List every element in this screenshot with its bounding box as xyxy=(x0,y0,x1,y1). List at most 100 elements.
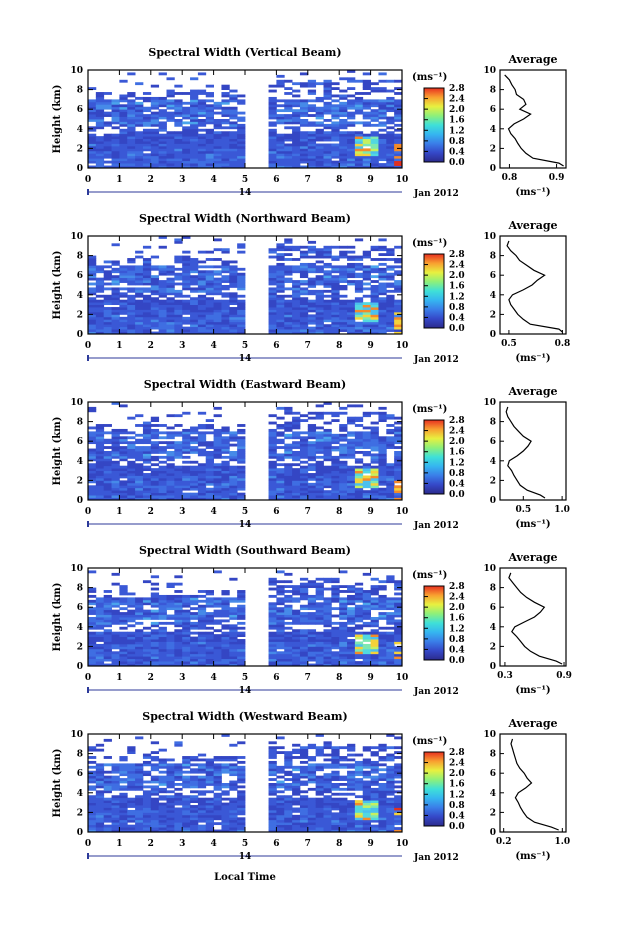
heatmap-cell xyxy=(354,280,364,283)
heatmap-cell xyxy=(174,145,183,149)
heatmap-cell xyxy=(103,455,112,459)
heatmap-cell xyxy=(276,446,285,449)
heatmap-cell xyxy=(88,277,97,281)
heatmap-cell xyxy=(299,138,309,142)
heatmap-cell xyxy=(213,495,222,498)
heatmap-cell xyxy=(237,792,246,796)
heatmap-cell xyxy=(394,111,403,115)
heatmap-cell xyxy=(88,143,97,147)
heatmap-cell xyxy=(190,451,199,454)
heatmap-cell xyxy=(229,114,238,117)
heatmap-cell xyxy=(299,455,309,459)
heatmap-cell xyxy=(292,658,301,662)
heatmap-cell xyxy=(354,111,364,115)
heatmap-cell xyxy=(166,463,175,467)
heatmap-cell xyxy=(111,270,120,274)
y-tick-label: 2 xyxy=(77,310,83,320)
heatmap-cell xyxy=(142,477,152,481)
heatmap-cell xyxy=(315,309,324,313)
heatmap-cell xyxy=(323,136,332,139)
heatmap-cell xyxy=(276,406,285,410)
heatmap-cell xyxy=(315,634,324,637)
heatmap-cell xyxy=(111,651,120,655)
heatmap-cell xyxy=(284,114,293,117)
heatmap-cell xyxy=(284,409,293,413)
heatmap-cell xyxy=(307,441,317,445)
heatmap-cell xyxy=(174,158,183,162)
heatmap-cell xyxy=(284,267,293,271)
heatmap-cell xyxy=(190,817,199,821)
heatmap-cell xyxy=(268,311,277,315)
heatmap-cell xyxy=(221,138,230,142)
heatmap-cell xyxy=(394,160,403,164)
heatmap-cell xyxy=(237,165,246,169)
heatmap-cell xyxy=(323,402,332,405)
heatmap-cell xyxy=(182,495,191,498)
heatmap-cell xyxy=(111,817,120,821)
heatmap-cell xyxy=(103,609,112,613)
heatmap-cell xyxy=(284,617,293,620)
x-tick-label: 4 xyxy=(210,175,216,185)
heatmap-cell xyxy=(95,643,105,647)
heatmap-cell xyxy=(331,148,340,152)
heatmap-cell xyxy=(299,643,309,647)
heatmap-cell xyxy=(174,267,183,271)
heatmap-cell xyxy=(95,436,105,440)
heatmap-cell xyxy=(174,634,183,637)
heatmap-cell xyxy=(347,441,356,445)
heatmap-cell xyxy=(386,653,395,657)
heatmap-cell xyxy=(190,827,199,830)
heatmap-cell xyxy=(221,648,230,652)
heatmap-cell xyxy=(135,433,144,437)
heatmap-cell xyxy=(142,580,152,584)
heatmap-cell xyxy=(197,109,207,113)
heatmap-cell xyxy=(88,128,97,132)
heatmap-cell xyxy=(276,433,285,437)
heatmap-cell xyxy=(331,463,340,467)
heatmap-cell xyxy=(276,304,285,308)
heatmap-cell xyxy=(158,329,167,332)
heatmap-cell xyxy=(119,267,128,271)
heatmap-cell xyxy=(182,658,191,662)
heatmap-cell xyxy=(158,626,167,630)
heatmap-cell xyxy=(174,575,183,579)
heatmap-cell xyxy=(150,416,160,420)
heatmap-cell xyxy=(347,250,356,254)
heatmap-cell xyxy=(103,277,112,281)
heatmap-cell xyxy=(127,768,136,772)
heatmap-cell xyxy=(190,805,199,808)
heatmap-cell xyxy=(174,148,183,152)
heatmap-cell xyxy=(213,807,222,811)
heatmap-cell xyxy=(197,765,207,769)
heatmap-cell xyxy=(237,768,246,772)
colorbar xyxy=(423,419,445,495)
heatmap-cell xyxy=(268,299,277,303)
heatmap-cell xyxy=(158,807,167,811)
heatmap-cell xyxy=(299,495,309,498)
heatmap-cell xyxy=(119,448,128,452)
heatmap-cell xyxy=(276,248,285,252)
heatmap-cell xyxy=(307,267,317,271)
heatmap-cell xyxy=(182,760,191,764)
heatmap-cell xyxy=(150,104,160,108)
heatmap-cell xyxy=(347,443,356,447)
heatmap-cell xyxy=(182,465,191,469)
heatmap-cell xyxy=(354,634,364,637)
heatmap-cell xyxy=(323,272,332,276)
colorbar-tick-label: 2.4 xyxy=(449,427,465,437)
heatmap-cell xyxy=(166,768,175,772)
heatmap-cell xyxy=(307,248,317,252)
heatmap-cell xyxy=(394,460,403,464)
heatmap-cell xyxy=(347,141,356,144)
heatmap-cell xyxy=(166,458,175,462)
heatmap-cell xyxy=(119,319,128,323)
heatmap-cell xyxy=(323,84,332,88)
heatmap-cell xyxy=(213,468,222,471)
heatmap-cell xyxy=(213,163,222,166)
heatmap-cell xyxy=(299,477,309,481)
heatmap-cell xyxy=(268,292,277,296)
heatmap-cell xyxy=(213,321,222,325)
heatmap-cell xyxy=(354,265,364,269)
heatmap-cell xyxy=(299,460,309,464)
heatmap-cell xyxy=(347,587,356,591)
